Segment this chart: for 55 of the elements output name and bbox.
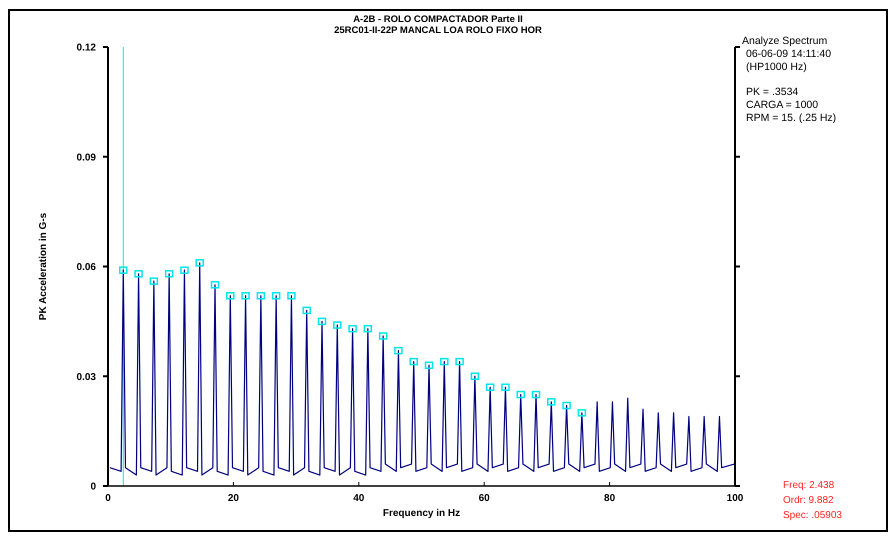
point [195, 259, 204, 267]
text: CARGA = 1000 [746, 99, 818, 111]
point [348, 324, 357, 332]
point [256, 292, 266, 300]
point [455, 358, 464, 366]
chart-subtitle: 25RC01-II-22P MANCAL LOA ROLO FIXO HOR [334, 25, 542, 36]
text: Spec: .05903 [783, 510, 842, 521]
y-tick-label: 0.12 [76, 42, 96, 54]
point [226, 292, 235, 300]
x-axis-title: Frequency in Hz [382, 508, 460, 519]
point [547, 398, 556, 406]
text: Freq: 2.438 [783, 480, 835, 491]
point [210, 281, 220, 289]
point [180, 266, 189, 274]
text: Analyze Spectrum [742, 35, 828, 47]
x-tick-label: 0 [105, 493, 112, 504]
point [241, 292, 250, 300]
text: Ordr: 9.882 [783, 495, 834, 506]
point [333, 321, 342, 329]
text: PK = .3534 [746, 86, 798, 98]
y-tick-label: 0.09 [76, 152, 96, 164]
point [150, 277, 158, 285]
y-tick-label: 0 [90, 482, 96, 492]
text: (HP1000 Hz) [746, 61, 807, 73]
point [578, 409, 586, 417]
x-tick-label: 20 [228, 493, 240, 504]
y-tick-label: 0.06 [76, 262, 96, 273]
point [287, 292, 296, 300]
point [440, 358, 449, 366]
x-tick-label: 80 [604, 493, 616, 504]
chart-title: A-2B - ROLO COMPACTADOR Parte II [353, 14, 523, 25]
point [318, 318, 326, 326]
point [164, 270, 174, 278]
y-axis-title: PK Acceleration in G-s [38, 212, 49, 320]
text: 06-06-09 14:11:40 [746, 48, 832, 60]
point [486, 383, 494, 391]
point [364, 324, 372, 332]
point [409, 358, 418, 366]
text: RPM = 15. (.25 Hz) [746, 112, 836, 124]
point [516, 390, 525, 398]
x-tick-label: 40 [353, 493, 365, 504]
point [119, 266, 128, 274]
x-tick-label: 60 [478, 493, 490, 504]
point [424, 362, 434, 370]
point [394, 346, 403, 354]
y-tick-label: 0.03 [76, 372, 96, 383]
point [562, 402, 571, 410]
point [272, 292, 280, 300]
point [134, 270, 143, 278]
point [302, 306, 311, 314]
point [378, 332, 388, 340]
point [532, 390, 540, 398]
point [501, 383, 510, 391]
point [470, 372, 480, 380]
x-tick-label: 100 [726, 493, 744, 504]
